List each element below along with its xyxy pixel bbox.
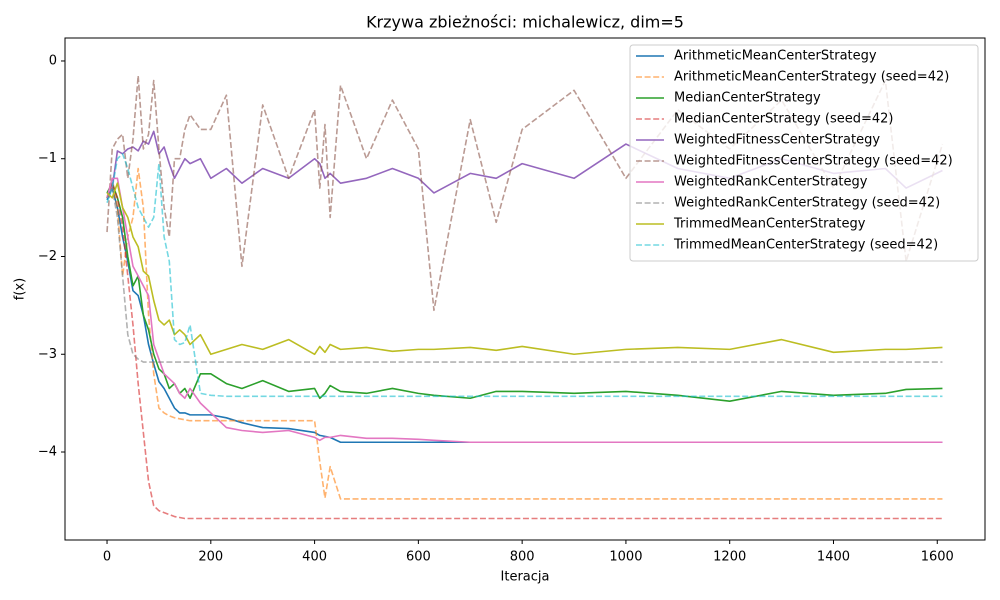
legend-label: ArithmeticMeanCenterStrategy (seed=42) (674, 70, 949, 85)
series-line (106, 74, 944, 312)
series-line (106, 177, 943, 444)
x-tick-label: 1600 (921, 550, 954, 565)
axes-frame (64, 37, 986, 541)
series-line (106, 153, 943, 398)
legend-label: WeightedRankCenterStrategy (674, 175, 868, 190)
series-line (106, 182, 943, 402)
series-line (106, 182, 943, 356)
legend-label: MedianCenterStrategy (674, 91, 821, 106)
series-line (106, 130, 943, 199)
legend-label: TrimmedMeanCenterStrategy (seed=42) (673, 238, 938, 253)
series-line (106, 187, 943, 363)
plot-area (106, 74, 944, 520)
x-tick-label: 600 (406, 550, 431, 565)
y-tick-label: −4 (38, 445, 57, 460)
legend-label: MedianCenterStrategy (seed=42) (674, 112, 893, 127)
x-tick-label: 800 (510, 550, 535, 565)
x-tick-label: 1000 (609, 550, 642, 565)
x-tick-label: 400 (302, 550, 327, 565)
x-tick-label: 1400 (817, 550, 850, 565)
legend-label: WeightedRankCenterStrategy (seed=42) (674, 196, 940, 211)
legend-label: TrimmedMeanCenterStrategy (673, 217, 866, 232)
y-tick-label: −1 (38, 151, 57, 166)
y-tick-label: −3 (38, 347, 57, 362)
x-tick-label: 0 (103, 550, 111, 565)
y-tick-label: −2 (38, 249, 57, 264)
series-line (106, 182, 943, 520)
x-axis-label: Iteracja (501, 570, 550, 585)
legend-label: ArithmeticMeanCenterStrategy (674, 49, 877, 64)
x-tick-label: 200 (198, 550, 223, 565)
y-axis-label: f(x) (13, 278, 28, 300)
y-tick-label: 0 (49, 53, 57, 68)
legend-label: WeightedFitnessCenterStrategy (674, 133, 880, 148)
chart-title: Krzywa zbieżności: michalewicz, dim=5 (366, 13, 684, 32)
legend-label: WeightedFitnessCenterStrategy (seed=42) (674, 154, 953, 169)
series-line (106, 167, 943, 500)
legend-box (629, 44, 979, 262)
x-tick-label: 1200 (713, 550, 746, 565)
